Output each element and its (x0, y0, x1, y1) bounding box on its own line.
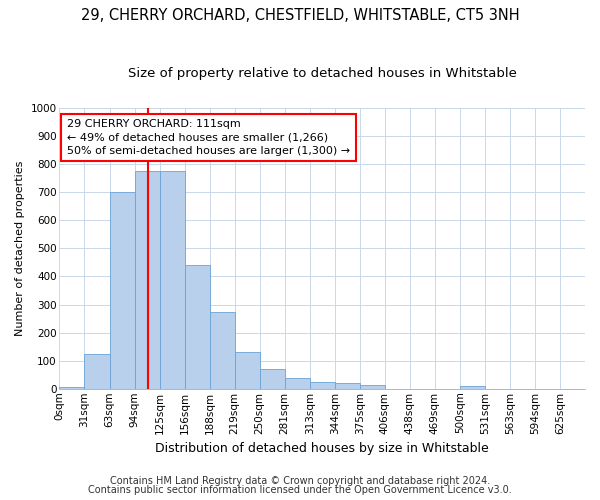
Bar (335, 383, 360, 389)
Bar (360, 386, 385, 389)
Text: 29, CHERRY ORCHARD, CHESTFIELD, WHITSTABLE, CT5 3NH: 29, CHERRY ORCHARD, CHESTFIELD, WHITSTAB… (80, 8, 520, 22)
Bar (59, 386, 85, 389)
Bar (460, 386, 485, 389)
Bar (260, 369, 284, 389)
Title: Size of property relative to detached houses in Whitstable: Size of property relative to detached ho… (128, 68, 517, 80)
Bar (235, 352, 260, 389)
Bar (134, 171, 160, 389)
Bar (160, 171, 185, 389)
Bar (284, 378, 310, 389)
X-axis label: Distribution of detached houses by size in Whitstable: Distribution of detached houses by size … (155, 442, 489, 455)
Bar (110, 192, 134, 389)
Text: 29 CHERRY ORCHARD: 111sqm
← 49% of detached houses are smaller (1,266)
50% of se: 29 CHERRY ORCHARD: 111sqm ← 49% of detac… (67, 120, 350, 156)
Bar (85, 354, 110, 389)
Text: Contains HM Land Registry data © Crown copyright and database right 2024.: Contains HM Land Registry data © Crown c… (110, 476, 490, 486)
Text: Contains public sector information licensed under the Open Government Licence v3: Contains public sector information licen… (88, 485, 512, 495)
Y-axis label: Number of detached properties: Number of detached properties (15, 160, 25, 336)
Bar (310, 382, 335, 389)
Bar (185, 266, 209, 389)
Bar (209, 312, 235, 389)
